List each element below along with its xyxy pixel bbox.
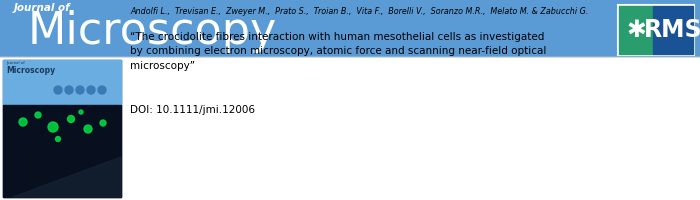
Circle shape: [98, 86, 106, 94]
Circle shape: [48, 122, 58, 132]
Bar: [619, 6, 653, 54]
Circle shape: [54, 86, 62, 94]
Bar: [3, 105, 121, 197]
Bar: [3, 60, 121, 105]
Circle shape: [87, 86, 95, 94]
Bar: [0, 0, 700, 57]
Text: ✱: ✱: [626, 18, 646, 42]
Circle shape: [65, 86, 73, 94]
Circle shape: [19, 118, 27, 126]
Bar: [0, 57, 700, 200]
Polygon shape: [13, 157, 121, 197]
Text: “The crocidolite fibres interaction with human mesothelial cells as investigated: “The crocidolite fibres interaction with…: [130, 32, 547, 71]
Circle shape: [35, 112, 41, 118]
Text: DOI: 10.1111/jmi.12006: DOI: 10.1111/jmi.12006: [130, 105, 255, 115]
Circle shape: [84, 125, 92, 133]
Bar: [618, 5, 694, 55]
Circle shape: [79, 110, 83, 114]
Text: RMS: RMS: [644, 18, 700, 42]
Text: Andolfi L.,  Trevisan E.,  Zweyer M.,  Prato S.,  Troian B.,  Vita F.,  Borelli : Andolfi L., Trevisan E., Zweyer M., Prat…: [130, 7, 589, 16]
Text: Journal of: Journal of: [14, 3, 71, 13]
Circle shape: [100, 120, 106, 126]
Circle shape: [76, 86, 84, 94]
Text: Journal of: Journal of: [6, 61, 25, 65]
Bar: [3, 60, 121, 197]
Circle shape: [67, 116, 74, 122]
Text: Microscopy: Microscopy: [28, 10, 277, 53]
Bar: [653, 6, 693, 54]
Circle shape: [55, 136, 60, 142]
Text: Microscopy: Microscopy: [6, 66, 55, 75]
